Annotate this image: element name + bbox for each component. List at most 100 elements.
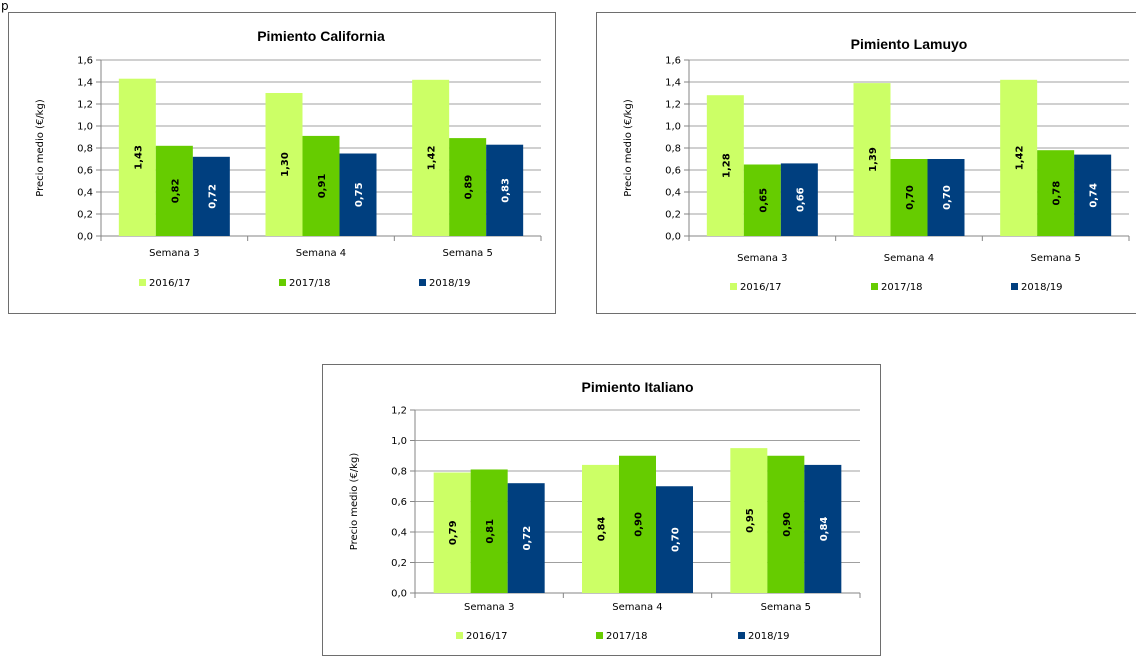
data-label: 1,42 xyxy=(1015,146,1026,171)
page-top-fragment: p xyxy=(1,0,9,13)
legend-swatch xyxy=(419,279,426,286)
legend-label: 2016/17 xyxy=(740,282,782,293)
x-category-label: Semana 5 xyxy=(761,602,811,613)
legend-label: 2018/19 xyxy=(1021,282,1063,293)
y-tick-label: 0,6 xyxy=(77,166,93,177)
bar xyxy=(927,159,965,236)
y-tick-label: 1,6 xyxy=(665,56,681,67)
bar xyxy=(507,483,545,593)
bar xyxy=(155,145,193,236)
bar xyxy=(339,153,377,236)
legend-swatch xyxy=(596,632,603,639)
y-tick-label: 1,4 xyxy=(77,78,93,89)
legend-label: 2016/17 xyxy=(466,631,508,642)
y-tick-label: 0,0 xyxy=(665,232,681,243)
y-tick-label: 0,0 xyxy=(391,589,407,600)
bar xyxy=(449,138,487,236)
legend-label: 2017/18 xyxy=(606,631,648,642)
legend-swatch xyxy=(738,632,745,639)
legend-swatch xyxy=(279,279,286,286)
data-label: 0,79 xyxy=(448,520,459,545)
bar xyxy=(619,455,656,593)
y-axis-label: Precio medio (€/kg) xyxy=(623,99,634,197)
y-tick-label: 1,0 xyxy=(391,436,407,447)
bar xyxy=(582,464,619,593)
y-tick-label: 0,6 xyxy=(391,497,407,508)
bar xyxy=(1074,154,1112,236)
x-category-label: Semana 4 xyxy=(612,602,662,613)
y-tick-label: 0,8 xyxy=(665,144,681,155)
data-label: 0,75 xyxy=(354,182,365,207)
bar xyxy=(730,448,768,593)
legend-label: 2018/19 xyxy=(429,278,471,289)
data-label: 0,89 xyxy=(464,175,475,200)
data-label: 0,82 xyxy=(170,179,181,204)
y-tick-label: 1,0 xyxy=(665,122,681,133)
bar xyxy=(433,472,471,593)
legend-swatch xyxy=(871,283,878,290)
y-tick-label: 0,4 xyxy=(77,188,93,199)
y-axis-label: Precio medio (€/kg) xyxy=(349,453,360,551)
x-category-label: Semana 3 xyxy=(464,602,514,613)
data-label: 0,72 xyxy=(522,526,533,551)
data-label: 1,42 xyxy=(427,146,438,171)
legend-label: 2018/19 xyxy=(748,631,790,642)
bar xyxy=(853,83,891,236)
x-category-label: Semana 4 xyxy=(884,253,934,264)
data-label: 0,81 xyxy=(485,519,496,544)
bar xyxy=(192,156,230,236)
legend-swatch xyxy=(139,279,146,286)
data-label: 0,91 xyxy=(317,174,328,199)
y-tick-label: 0,2 xyxy=(665,210,681,221)
bar xyxy=(767,455,805,593)
bar xyxy=(656,486,693,593)
x-category-label: Semana 3 xyxy=(737,253,787,264)
y-tick-label: 1,2 xyxy=(665,100,681,111)
y-tick-label: 1,6 xyxy=(77,56,93,67)
data-label: 0,83 xyxy=(501,178,512,203)
y-tick-label: 0,2 xyxy=(391,558,407,569)
legend-swatch xyxy=(730,283,737,290)
y-tick-label: 0,0 xyxy=(77,232,93,243)
y-tick-label: 0,8 xyxy=(77,144,93,155)
data-label: 0,74 xyxy=(1089,183,1100,208)
bar xyxy=(1037,150,1075,236)
data-label: 1,43 xyxy=(133,145,144,170)
chart-svg: Pimiento Lamuyo 0,0 0,2 0,4 0,6 0,8 1,0 1,2 1,4 1… xyxy=(623,36,1130,293)
data-label: 0,65 xyxy=(758,188,769,213)
x-category-label: Semana 5 xyxy=(442,248,492,259)
bar xyxy=(118,78,156,236)
y-tick-label: 0,4 xyxy=(665,188,681,199)
chart-pimiento-italiano: Pimiento Italiano 0,0 0,2 0,4 0,6 0,8 1,0 1,2 Pr… xyxy=(322,364,881,656)
data-label: 0,72 xyxy=(207,184,218,209)
legend-label: 2016/17 xyxy=(149,278,191,289)
bar xyxy=(780,163,818,236)
bar xyxy=(706,95,744,236)
data-label: 0,95 xyxy=(745,508,756,533)
data-label: 0,90 xyxy=(782,512,793,537)
x-category-label: Semana 3 xyxy=(149,248,199,259)
chart-title: Pimiento California xyxy=(257,28,385,44)
legend-swatch xyxy=(1011,283,1018,290)
data-label: 0,90 xyxy=(634,512,645,537)
data-label: 0,66 xyxy=(795,187,806,212)
chart-svg: Pimiento Italiano 0,0 0,2 0,4 0,6 0,8 1,0 1,2 Pr… xyxy=(349,379,861,642)
y-tick-label: 0,2 xyxy=(77,210,93,221)
legend-label: 2017/18 xyxy=(289,278,331,289)
bar xyxy=(265,93,303,236)
data-label: 0,70 xyxy=(671,527,682,552)
y-tick-label: 1,2 xyxy=(77,100,93,111)
y-axis-label: Precio medio (€/kg) xyxy=(35,99,46,197)
bar xyxy=(486,144,524,236)
data-label: 0,84 xyxy=(597,517,608,542)
bar xyxy=(890,159,928,236)
bar xyxy=(470,469,508,593)
chart-title: Pimiento Lamuyo xyxy=(851,36,968,52)
data-label: 0,70 xyxy=(942,185,953,210)
y-tick-label: 0,6 xyxy=(665,166,681,177)
legend-swatch xyxy=(456,632,463,639)
data-label: 0,78 xyxy=(1052,181,1063,206)
data-label: 0,84 xyxy=(819,517,830,542)
bar xyxy=(1000,79,1038,236)
y-tick-label: 0,8 xyxy=(391,467,407,478)
